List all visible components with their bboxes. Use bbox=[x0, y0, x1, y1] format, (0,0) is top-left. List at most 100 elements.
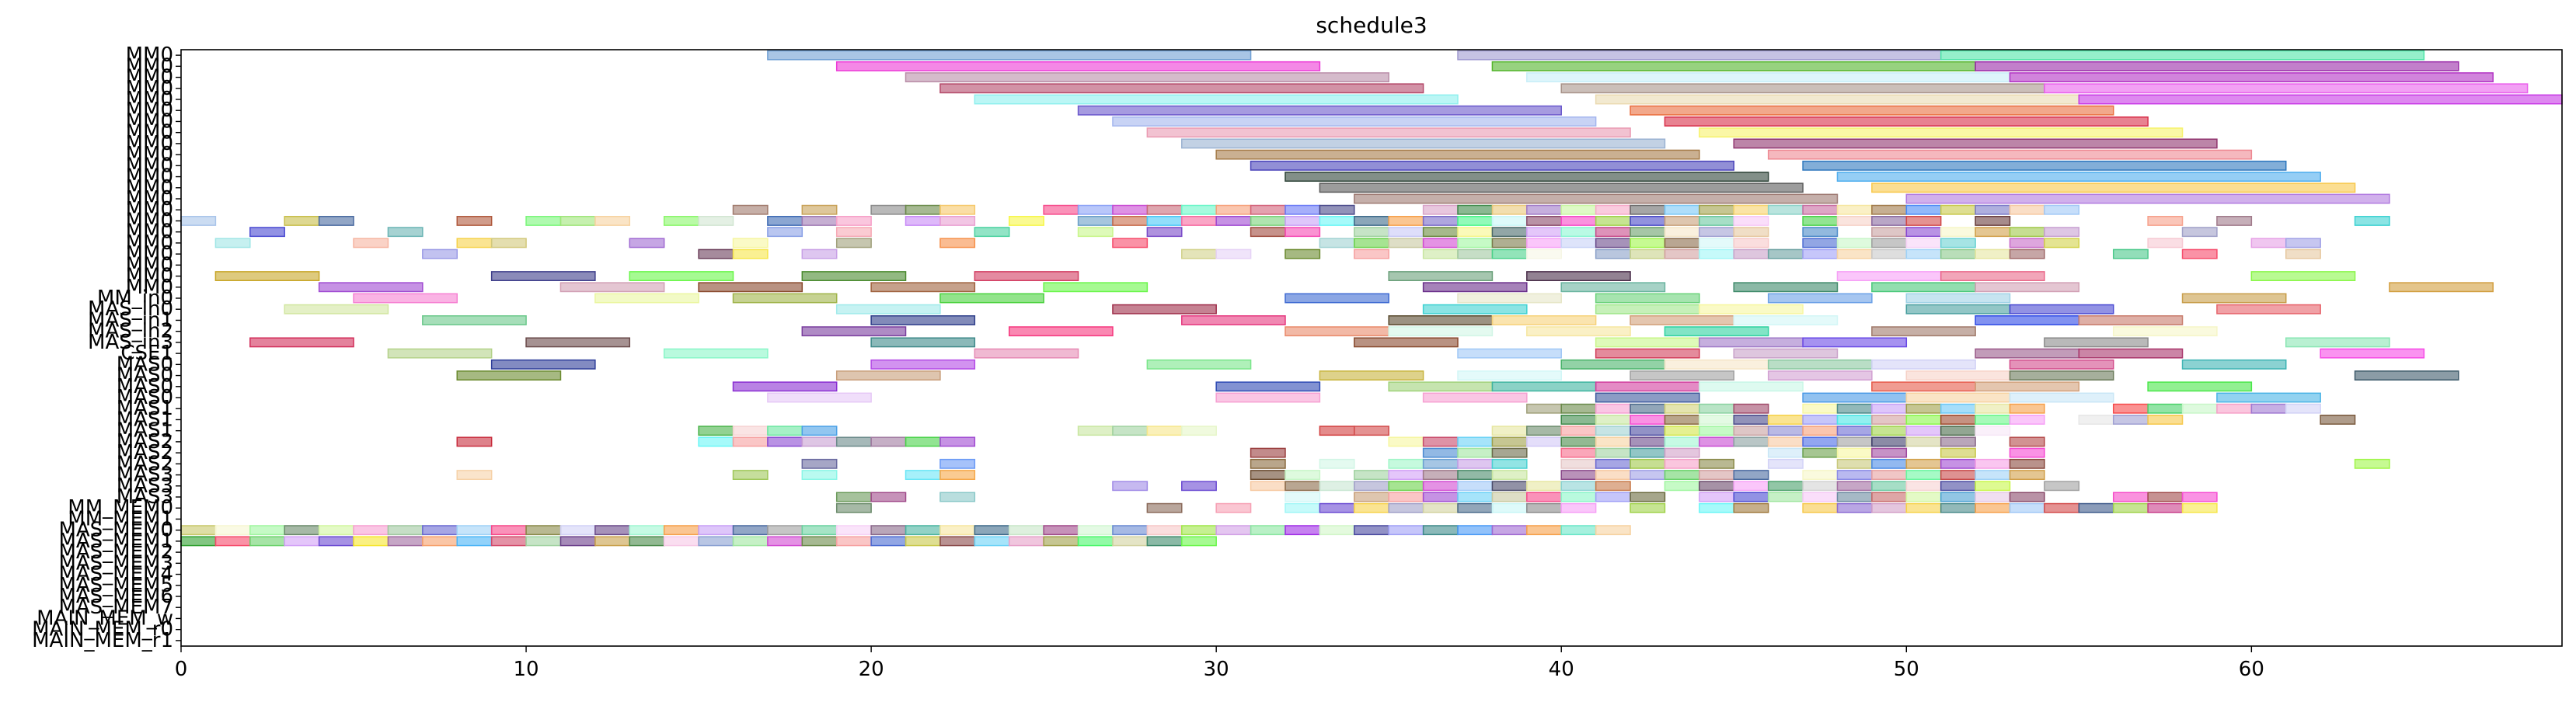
y-tick-label: MAS_in3 bbox=[88, 331, 173, 354]
task-bar bbox=[1630, 426, 1666, 436]
task-bar bbox=[456, 238, 493, 248]
task-bar bbox=[801, 470, 838, 480]
task-bar bbox=[2078, 348, 2184, 359]
task-bar bbox=[1285, 216, 1321, 226]
task-bar bbox=[1112, 116, 1597, 127]
task-bar bbox=[1595, 492, 1631, 502]
task-bar bbox=[1319, 238, 1355, 248]
task-bar bbox=[1836, 415, 1873, 425]
task-bar bbox=[2009, 447, 2045, 458]
task-bar bbox=[939, 536, 976, 547]
task-bar bbox=[2250, 403, 2287, 414]
task-bar bbox=[353, 525, 389, 536]
y-tick-label: MAS_MEM3 bbox=[58, 551, 173, 575]
task-bar bbox=[1491, 481, 1528, 492]
task-bar bbox=[801, 216, 838, 226]
task-bar bbox=[1767, 415, 1804, 425]
task-bar bbox=[2216, 304, 2321, 315]
task-bar bbox=[1630, 502, 1666, 513]
task-bar bbox=[1940, 415, 1976, 425]
y-tick-label: MM_MEM0 bbox=[68, 496, 173, 520]
task-bar bbox=[1250, 470, 1286, 480]
task-bar bbox=[249, 525, 285, 536]
task-bar bbox=[1595, 481, 1631, 492]
task-bar bbox=[1871, 204, 1908, 215]
task-bar bbox=[1664, 403, 1700, 414]
task-bar bbox=[1975, 381, 2080, 392]
task-bar bbox=[1871, 359, 1976, 370]
task-bar bbox=[1354, 502, 1389, 513]
task-bar bbox=[1388, 381, 1494, 392]
task-bar bbox=[767, 536, 803, 547]
task-bar bbox=[1491, 315, 1597, 325]
task-bar bbox=[1354, 193, 1839, 204]
task-bar bbox=[732, 426, 769, 436]
task-bar bbox=[1077, 426, 1114, 436]
task-bar bbox=[1802, 492, 1839, 502]
task-bar bbox=[249, 227, 285, 238]
task-bar bbox=[767, 227, 803, 238]
y-tick-label: MM0 bbox=[126, 132, 173, 155]
task-bar bbox=[1285, 248, 1321, 259]
task-bar bbox=[1630, 204, 1666, 215]
task-bar bbox=[1043, 282, 1149, 293]
task-bar bbox=[2009, 204, 2045, 215]
task-bar bbox=[1146, 204, 1183, 215]
task-bar bbox=[525, 216, 562, 226]
task-bar bbox=[1560, 216, 1597, 226]
task-bar bbox=[1457, 238, 1494, 248]
task-bar bbox=[1871, 227, 1908, 238]
task-bar bbox=[1457, 492, 1494, 502]
task-bar bbox=[1836, 502, 1873, 513]
task-bar bbox=[2009, 403, 2045, 414]
task-bar bbox=[732, 248, 769, 259]
task-bar bbox=[525, 525, 562, 536]
task-bar bbox=[1146, 216, 1183, 226]
task-bar bbox=[2147, 238, 2184, 248]
task-bar bbox=[387, 348, 493, 359]
task-bar bbox=[1043, 536, 1079, 547]
task-bar bbox=[2009, 392, 2114, 403]
task-bar bbox=[2009, 72, 2494, 82]
task-bar bbox=[1871, 458, 1908, 469]
task-bar bbox=[1664, 359, 1769, 370]
task-bar bbox=[353, 293, 458, 304]
task-bar bbox=[1491, 238, 1528, 248]
y-tick-label: MAS3 bbox=[117, 485, 173, 509]
task-bar bbox=[939, 458, 976, 469]
y-tick-label: MAS_MEM4 bbox=[58, 563, 173, 586]
task-bar bbox=[1630, 415, 1666, 425]
task-bar bbox=[2044, 238, 2080, 248]
task-bar bbox=[1733, 426, 1769, 436]
task-bar bbox=[525, 337, 631, 348]
task-bar bbox=[1767, 370, 1873, 381]
task-bar bbox=[1560, 415, 1597, 425]
task-bar bbox=[1802, 216, 1839, 226]
y-tick-label: MM0 bbox=[126, 176, 173, 200]
task-bar bbox=[1457, 447, 1494, 458]
task-bar bbox=[767, 216, 803, 226]
task-bar bbox=[1388, 238, 1424, 248]
task-bar bbox=[870, 337, 976, 348]
task-bar bbox=[1388, 525, 1424, 536]
task-bar bbox=[1733, 227, 1769, 238]
task-bar bbox=[1733, 492, 1769, 502]
task-bar bbox=[2250, 238, 2287, 248]
task-bar bbox=[1422, 238, 1459, 248]
task-bar bbox=[1560, 525, 1597, 536]
task-bar bbox=[1354, 248, 1389, 259]
task-bar bbox=[1836, 447, 1873, 458]
task-bar bbox=[1767, 447, 1804, 458]
task-bar bbox=[1802, 481, 1839, 492]
task-bar bbox=[559, 536, 596, 547]
task-bar bbox=[870, 204, 907, 215]
task-bar bbox=[1630, 315, 1735, 325]
task-bar bbox=[835, 525, 872, 536]
task-bar bbox=[214, 271, 320, 281]
task-bar bbox=[1940, 492, 1976, 502]
task-bar bbox=[1699, 492, 1735, 502]
task-bar bbox=[1802, 337, 1908, 348]
task-bar bbox=[1699, 204, 1735, 215]
task-bar bbox=[2181, 248, 2218, 259]
task-bar bbox=[2044, 337, 2149, 348]
